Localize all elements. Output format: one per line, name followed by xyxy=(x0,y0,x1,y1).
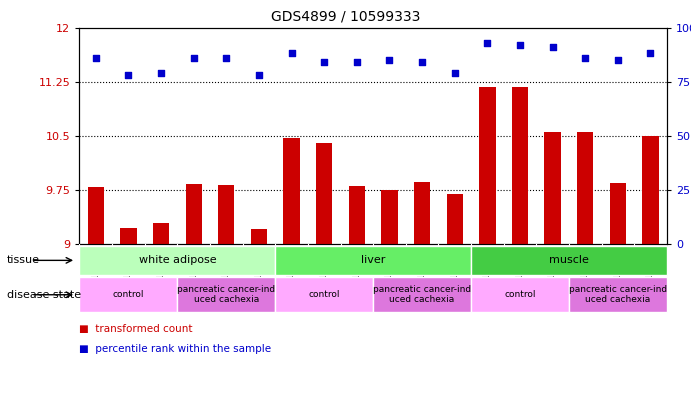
Bar xyxy=(79,246,275,275)
Point xyxy=(155,70,167,76)
Text: GSM1255440: GSM1255440 xyxy=(222,244,231,295)
Text: GSM1255438: GSM1255438 xyxy=(91,244,100,295)
Point xyxy=(547,44,558,50)
Bar xyxy=(414,182,430,244)
Text: GSM1255443: GSM1255443 xyxy=(580,244,589,295)
Bar xyxy=(178,277,275,312)
Bar xyxy=(569,277,667,312)
Point xyxy=(482,39,493,46)
Point xyxy=(220,55,231,61)
Text: disease state: disease state xyxy=(7,290,81,300)
Point xyxy=(384,57,395,63)
Point xyxy=(514,42,525,48)
Bar xyxy=(275,246,471,275)
Bar xyxy=(373,277,471,312)
Point xyxy=(612,57,623,63)
Point xyxy=(580,55,591,61)
Point xyxy=(645,50,656,57)
Point xyxy=(91,55,102,61)
Bar xyxy=(381,190,397,244)
Text: GSM1255445: GSM1255445 xyxy=(515,244,524,295)
Text: GSM1255441: GSM1255441 xyxy=(157,244,166,295)
Bar xyxy=(120,228,137,244)
Bar xyxy=(79,277,178,312)
Text: GDS4899 / 10599333: GDS4899 / 10599333 xyxy=(271,10,420,24)
Point xyxy=(417,59,428,65)
Bar xyxy=(185,184,202,244)
Point xyxy=(254,72,265,78)
Point xyxy=(188,55,199,61)
Bar xyxy=(577,132,594,244)
Bar xyxy=(283,138,300,244)
Point xyxy=(319,59,330,65)
Bar xyxy=(471,246,667,275)
Text: muscle: muscle xyxy=(549,255,589,265)
Bar xyxy=(643,136,659,244)
Bar xyxy=(218,185,234,244)
Text: ■  percentile rank within the sample: ■ percentile rank within the sample xyxy=(79,344,272,354)
Bar xyxy=(316,143,332,244)
Text: GSM1255437: GSM1255437 xyxy=(189,244,198,295)
Bar xyxy=(512,86,528,244)
Text: GSM1255446: GSM1255446 xyxy=(614,244,623,295)
Text: control: control xyxy=(308,290,340,299)
Text: GSM1255448: GSM1255448 xyxy=(646,244,655,295)
Bar xyxy=(349,186,365,244)
Text: white adipose: white adipose xyxy=(138,255,216,265)
Bar xyxy=(153,224,169,244)
Bar xyxy=(88,187,104,244)
Text: GSM1255444: GSM1255444 xyxy=(483,244,492,295)
Text: GSM1255449: GSM1255449 xyxy=(385,244,394,295)
Text: control: control xyxy=(113,290,144,299)
Bar xyxy=(275,277,373,312)
Point xyxy=(449,70,460,76)
Bar xyxy=(545,132,561,244)
Text: liver: liver xyxy=(361,255,386,265)
Text: control: control xyxy=(504,290,536,299)
Bar xyxy=(446,194,463,244)
Text: GSM1255450: GSM1255450 xyxy=(287,244,296,295)
Bar xyxy=(471,277,569,312)
Text: ■  transformed count: ■ transformed count xyxy=(79,324,193,334)
Text: pancreatic cancer-ind
uced cachexia: pancreatic cancer-ind uced cachexia xyxy=(177,285,276,305)
Text: GSM1255453: GSM1255453 xyxy=(352,244,361,295)
Text: GSM1255452: GSM1255452 xyxy=(417,244,426,295)
Bar xyxy=(479,87,495,244)
Bar xyxy=(609,183,626,244)
Text: pancreatic cancer-ind
uced cachexia: pancreatic cancer-ind uced cachexia xyxy=(569,285,667,305)
Point xyxy=(286,50,297,57)
Text: pancreatic cancer-ind
uced cachexia: pancreatic cancer-ind uced cachexia xyxy=(373,285,471,305)
Text: GSM1255447: GSM1255447 xyxy=(548,244,557,295)
Bar xyxy=(251,229,267,244)
Text: GSM1255454: GSM1255454 xyxy=(451,244,460,295)
Point xyxy=(351,59,362,65)
Text: tissue: tissue xyxy=(7,255,40,265)
Text: GSM1255451: GSM1255451 xyxy=(320,244,329,295)
Point xyxy=(123,72,134,78)
Text: GSM1255442: GSM1255442 xyxy=(254,244,263,295)
Text: GSM1255439: GSM1255439 xyxy=(124,244,133,295)
